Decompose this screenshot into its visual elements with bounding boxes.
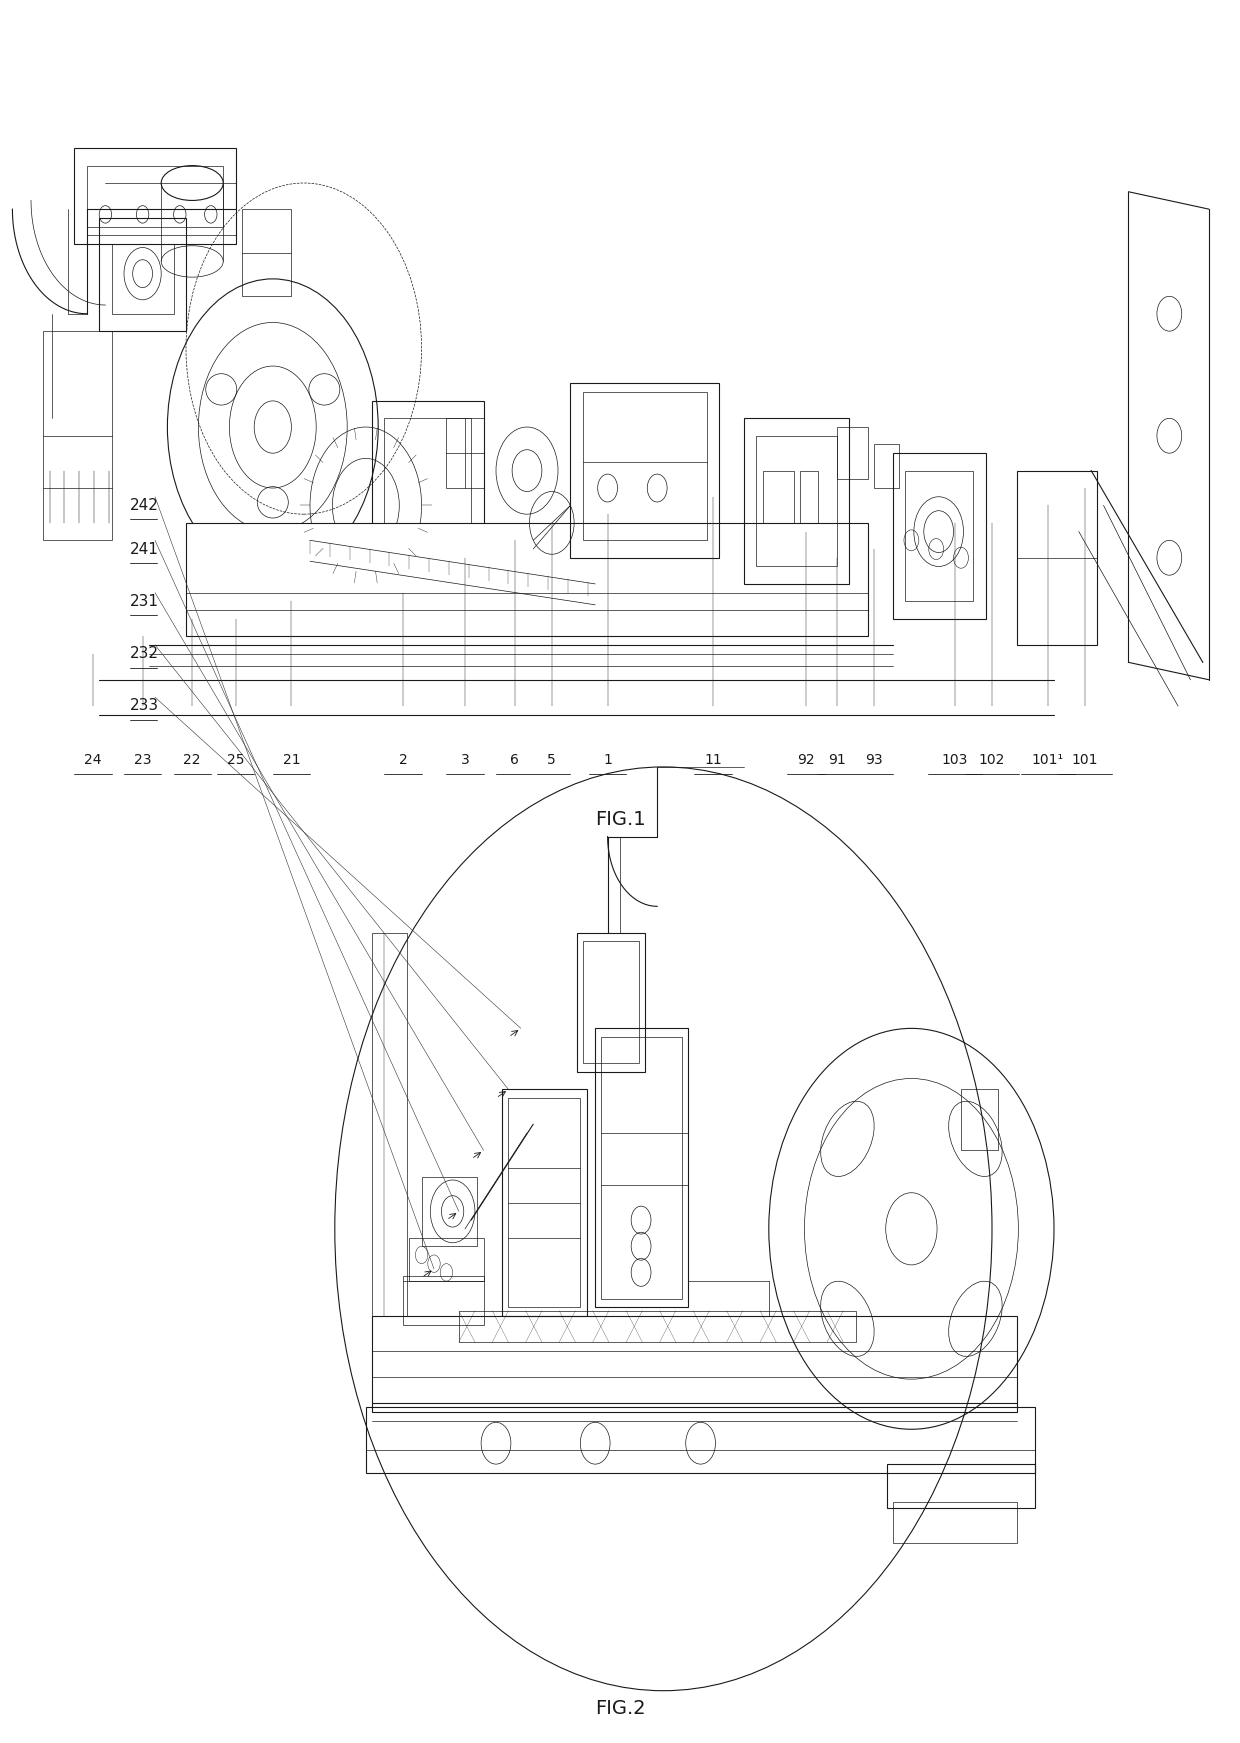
Bar xyxy=(372,933,407,1316)
Bar xyxy=(502,1089,587,1316)
Bar xyxy=(372,401,484,575)
Text: 1: 1 xyxy=(603,753,613,767)
Bar xyxy=(186,523,868,636)
Text: 11: 11 xyxy=(704,753,722,767)
Bar xyxy=(43,331,112,540)
Bar xyxy=(372,1316,1017,1412)
Bar xyxy=(409,1238,484,1281)
Bar xyxy=(837,427,868,479)
Text: FIG.2: FIG.2 xyxy=(595,1699,645,1719)
Bar xyxy=(112,244,174,314)
Bar xyxy=(99,218,186,331)
Text: 232: 232 xyxy=(130,647,159,661)
Bar xyxy=(756,436,837,566)
Text: 101: 101 xyxy=(1071,753,1099,767)
Text: 233: 233 xyxy=(130,699,159,713)
Bar xyxy=(384,418,471,558)
Text: 22: 22 xyxy=(184,753,201,767)
Bar xyxy=(905,471,973,601)
Bar xyxy=(583,392,707,540)
Text: 92: 92 xyxy=(797,753,815,767)
Text: 21: 21 xyxy=(283,753,300,767)
Text: 3: 3 xyxy=(460,753,470,767)
Bar xyxy=(508,1098,580,1307)
Bar xyxy=(595,1028,688,1307)
Bar xyxy=(893,453,986,619)
Bar xyxy=(1017,471,1097,645)
Circle shape xyxy=(335,767,992,1691)
Text: 231: 231 xyxy=(130,594,159,608)
Bar xyxy=(422,1177,477,1246)
Bar xyxy=(577,933,645,1072)
Bar xyxy=(893,1502,1017,1543)
Bar xyxy=(961,1089,998,1150)
Bar xyxy=(570,383,719,558)
Bar xyxy=(744,418,849,584)
Bar xyxy=(366,1407,1035,1473)
Text: 23: 23 xyxy=(134,753,151,767)
Text: 91: 91 xyxy=(828,753,846,767)
Text: 242: 242 xyxy=(130,498,159,512)
Bar xyxy=(459,1311,856,1342)
Text: 93: 93 xyxy=(866,753,883,767)
Bar xyxy=(800,471,818,523)
Text: 2: 2 xyxy=(398,753,408,767)
Text: 241: 241 xyxy=(130,542,159,556)
Bar xyxy=(74,148,236,244)
Bar xyxy=(403,1276,484,1325)
Bar xyxy=(874,444,899,488)
Text: 102: 102 xyxy=(978,753,1006,767)
Bar xyxy=(887,1464,1035,1508)
Bar xyxy=(446,418,484,488)
Text: 101¹: 101¹ xyxy=(1032,753,1064,767)
Text: FIG.1: FIG.1 xyxy=(595,810,645,830)
Bar xyxy=(242,209,291,296)
Text: 6: 6 xyxy=(510,753,520,767)
Bar xyxy=(763,471,794,523)
Bar xyxy=(601,1037,682,1299)
Bar xyxy=(87,166,223,227)
Text: 103: 103 xyxy=(941,753,968,767)
Bar xyxy=(583,941,639,1063)
Text: 24: 24 xyxy=(84,753,102,767)
Text: 5: 5 xyxy=(547,753,557,767)
Text: 25: 25 xyxy=(227,753,244,767)
